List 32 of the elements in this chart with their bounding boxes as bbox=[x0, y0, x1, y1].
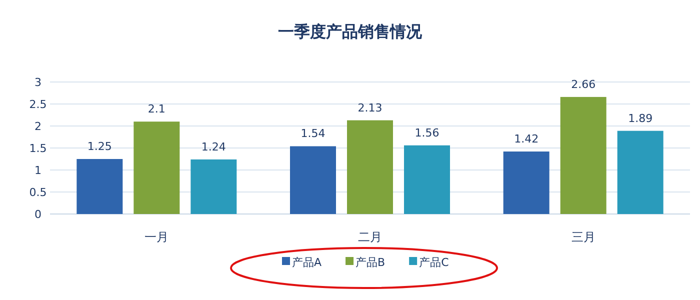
bar bbox=[347, 120, 393, 214]
x-tick-label: 二月 bbox=[358, 230, 382, 244]
x-tick-label: 三月 bbox=[571, 230, 596, 244]
bar bbox=[190, 159, 237, 214]
y-tick-label: 1 bbox=[34, 164, 42, 177]
data-label: 2.66 bbox=[571, 78, 596, 91]
data-label: 1.54 bbox=[300, 127, 326, 140]
y-tick-label: 2 bbox=[34, 120, 42, 133]
y-tick-label: 1.5 bbox=[29, 142, 47, 155]
bar bbox=[503, 152, 550, 214]
bar bbox=[134, 122, 180, 214]
data-label: 1.25 bbox=[87, 140, 112, 153]
bar bbox=[76, 159, 123, 214]
bar bbox=[290, 146, 336, 214]
y-tick-label: 0.5 bbox=[29, 186, 47, 199]
data-label: 1.24 bbox=[201, 140, 226, 154]
y-tick-label: 3 bbox=[34, 76, 42, 89]
bar bbox=[560, 96, 606, 214]
chart-title: 一季度产品销售情况 bbox=[278, 22, 423, 41]
data-label: 1.56 bbox=[414, 126, 440, 140]
legend-label: 产品B bbox=[356, 256, 386, 269]
data-label: 1.89 bbox=[628, 112, 653, 125]
data-label: 2.1 bbox=[148, 102, 166, 116]
data-label: 2.13 bbox=[358, 101, 382, 114]
y-tick-label: 2.5 bbox=[29, 98, 47, 111]
bar bbox=[404, 145, 450, 214]
y-tick-label: 0 bbox=[34, 208, 42, 221]
bar bbox=[617, 130, 664, 214]
legend-label: 产品C bbox=[419, 256, 450, 269]
data-label: 1.42 bbox=[514, 132, 539, 146]
x-tick-label: 一月 bbox=[144, 230, 169, 244]
legend-label: 产品A bbox=[292, 256, 322, 269]
